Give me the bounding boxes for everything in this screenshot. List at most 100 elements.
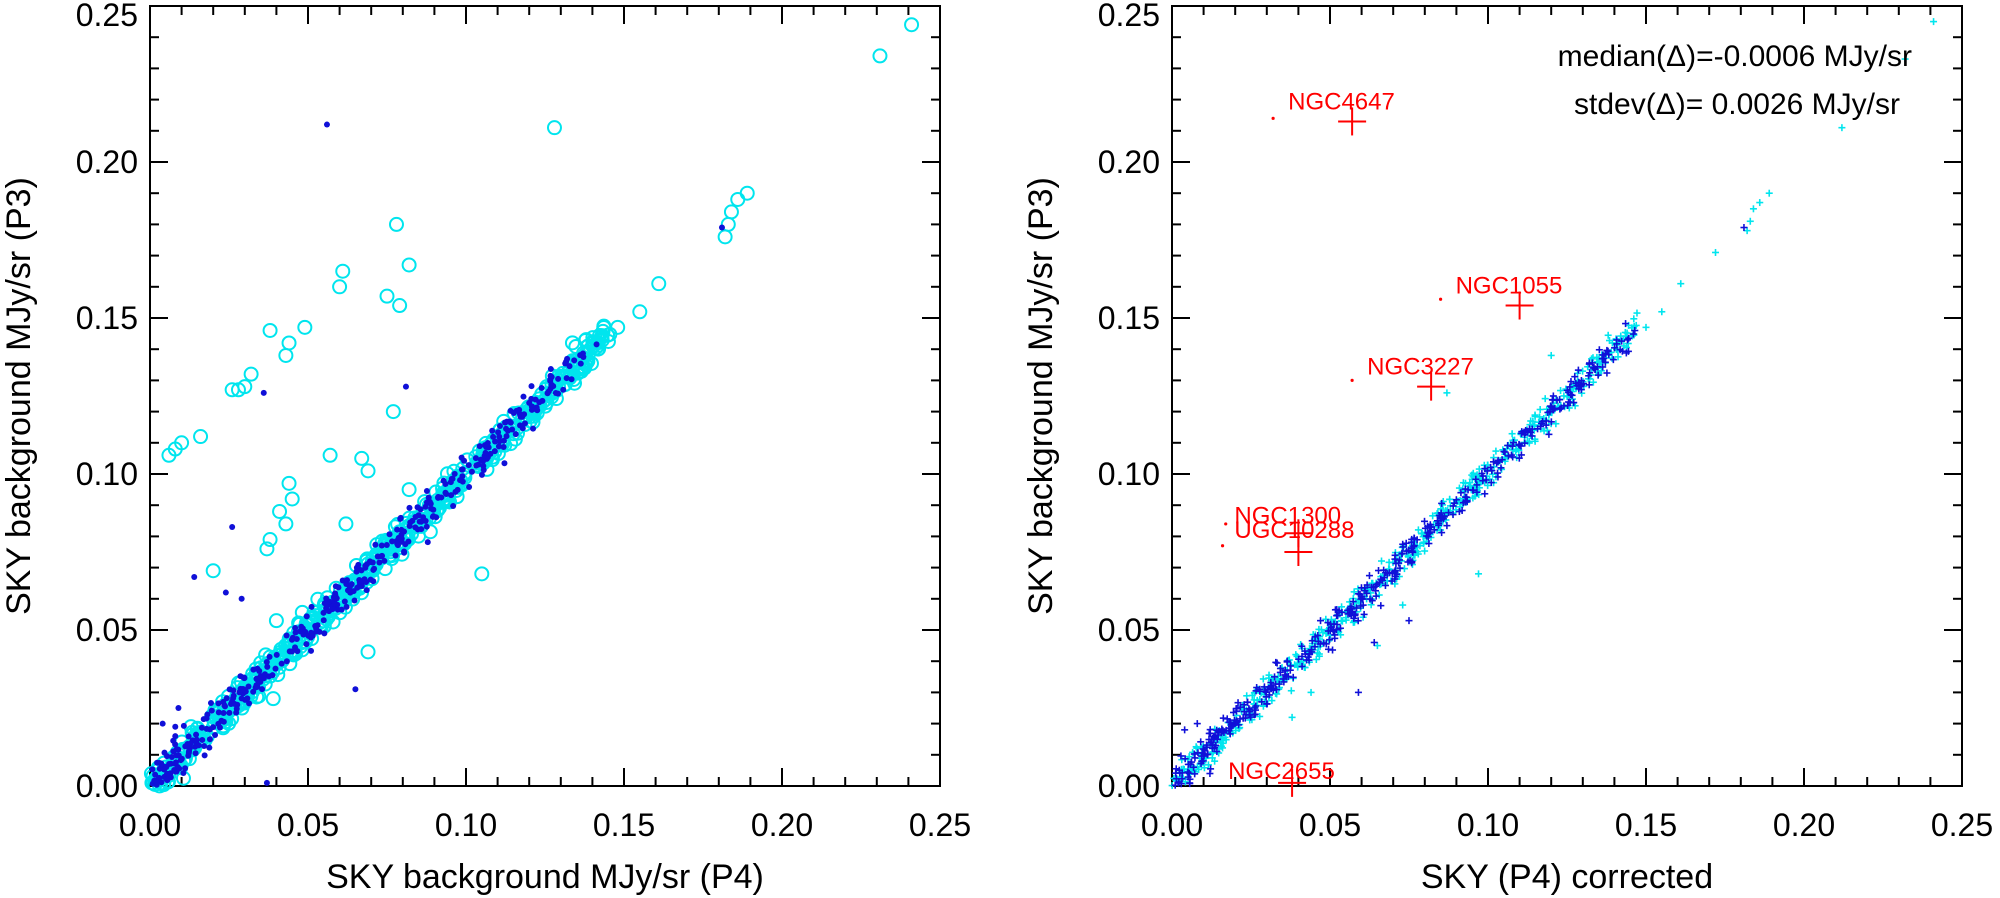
data-point-dot — [252, 684, 259, 691]
data-point-dot — [428, 505, 435, 512]
data-point-dot — [172, 760, 179, 767]
data-point-dot — [323, 121, 330, 128]
data-point-dot — [412, 524, 419, 531]
data-point-dot — [566, 363, 573, 370]
data-point-dot — [516, 406, 523, 413]
stdev-stat: stdev(Δ)= 0.0026 MJy/sr — [1574, 88, 1900, 121]
data-point-circle — [354, 450, 370, 466]
data-point-dot — [203, 715, 210, 722]
outlier-origin-dot — [1224, 522, 1228, 526]
left-x-tick-labels: 0.00 0.05 0.10 0.15 0.20 0.25 — [119, 807, 971, 843]
data-point-dot — [397, 515, 404, 522]
data-point-dot — [325, 608, 332, 615]
data-point-dot — [718, 224, 725, 231]
data-point-dot — [367, 576, 374, 583]
left-ticks — [149, 5, 941, 787]
data-point-dot — [571, 357, 578, 364]
data-point-dot — [292, 624, 299, 631]
data-point-dot — [298, 625, 305, 632]
data-point-dot — [180, 770, 187, 777]
data-point-dot — [426, 498, 433, 505]
data-point-dot — [552, 390, 559, 397]
right-series-blue — [1171, 224, 1748, 789]
data-point-dot — [491, 448, 498, 455]
data-point-circle — [205, 563, 221, 579]
data-point-dot — [212, 731, 219, 738]
right-outlier-crosses — [1278, 107, 1534, 797]
data-point-circle — [474, 566, 490, 582]
data-point-dot — [529, 403, 536, 410]
data-point-dot — [199, 736, 206, 743]
data-point-dot — [358, 583, 365, 590]
data-point-dot — [423, 523, 430, 530]
data-point-circle — [651, 276, 667, 292]
data-point-dot — [500, 437, 507, 444]
data-point-dot — [230, 687, 237, 694]
outlier-origin-dot — [1271, 116, 1275, 120]
data-point-dot — [406, 522, 413, 529]
data-point-circle — [284, 491, 300, 507]
data-point-dot — [244, 695, 251, 702]
data-point-dot — [458, 466, 465, 473]
data-point-dot — [495, 443, 502, 450]
data-point-dot — [161, 766, 168, 773]
data-point-circle — [392, 298, 408, 314]
data-point-dot — [164, 777, 171, 784]
data-point-dot — [510, 409, 517, 416]
data-point-circle — [278, 516, 294, 532]
data-point-dot — [472, 455, 479, 462]
data-point-dot — [466, 483, 473, 490]
data-point-dot — [454, 486, 461, 493]
data-point-dot — [177, 757, 184, 764]
left-x-tick-label: 0.00 — [119, 807, 181, 843]
data-point-dot — [394, 526, 401, 533]
data-point-dot — [149, 766, 156, 773]
data-point-circle — [567, 375, 583, 391]
data-point-dot — [191, 573, 198, 580]
data-point-dot — [520, 393, 527, 400]
left-y-tick-labels: 0.00 0.05 0.10 0.15 0.20 0.25 — [76, 0, 138, 804]
data-point-dot — [300, 631, 307, 638]
outlier-origin-dot — [1220, 544, 1225, 548]
data-point-dot — [320, 617, 327, 624]
data-point-dot — [326, 598, 333, 605]
data-point-dot — [423, 487, 430, 494]
data-point-dot — [386, 531, 393, 538]
data-point-dot — [292, 644, 299, 651]
data-point-dot — [378, 542, 385, 549]
data-point-circle — [281, 475, 297, 491]
data-point-dot — [222, 703, 229, 710]
data-point-dot — [245, 683, 252, 690]
left-x-tick-label: 0.25 — [909, 807, 971, 843]
data-point-dot — [532, 396, 539, 403]
data-point-dot — [273, 651, 280, 658]
data-point-dot — [206, 736, 213, 743]
data-point-dot — [424, 539, 431, 546]
data-point-dot — [477, 456, 484, 463]
data-point-dot — [450, 503, 457, 510]
data-point-circle — [632, 304, 648, 320]
data-point-dot — [186, 748, 193, 755]
outlier-label: UGC10288 — [1234, 517, 1354, 544]
data-point-dot — [207, 700, 214, 707]
data-point-dot — [422, 518, 429, 525]
data-point-dot — [392, 552, 399, 559]
data-point-dot — [451, 470, 458, 477]
right-x-tick-label: 0.15 — [1615, 807, 1677, 843]
data-point-dot — [241, 674, 248, 681]
right-y-axis-label: SKY background MJy/sr (P3) — [1022, 177, 1060, 615]
right-x-tick-label: 0.20 — [1773, 807, 1835, 843]
data-point-dot — [544, 390, 551, 397]
data-point-dot — [504, 427, 511, 434]
data-point-dot — [185, 733, 192, 740]
data-point-dot — [233, 709, 240, 716]
data-point-dot — [283, 632, 290, 639]
data-point-circle — [265, 691, 281, 707]
data-point-dot — [173, 752, 180, 759]
data-point-circle — [259, 541, 275, 557]
data-point-dot — [269, 672, 276, 679]
data-point-dot — [308, 647, 315, 654]
data-point-dot — [448, 492, 455, 499]
right-y-tick-label: 0.10 — [1098, 456, 1160, 492]
data-point-circle — [360, 463, 376, 479]
